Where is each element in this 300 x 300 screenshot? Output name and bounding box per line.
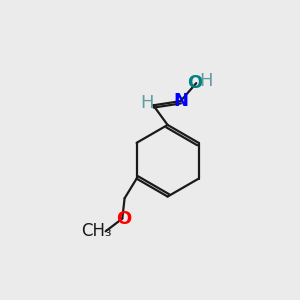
- Text: O: O: [188, 74, 203, 92]
- Text: CH₃: CH₃: [82, 222, 112, 240]
- Text: H: H: [140, 94, 154, 112]
- Text: H: H: [199, 72, 213, 90]
- Text: N: N: [173, 92, 188, 110]
- Text: O: O: [116, 210, 132, 228]
